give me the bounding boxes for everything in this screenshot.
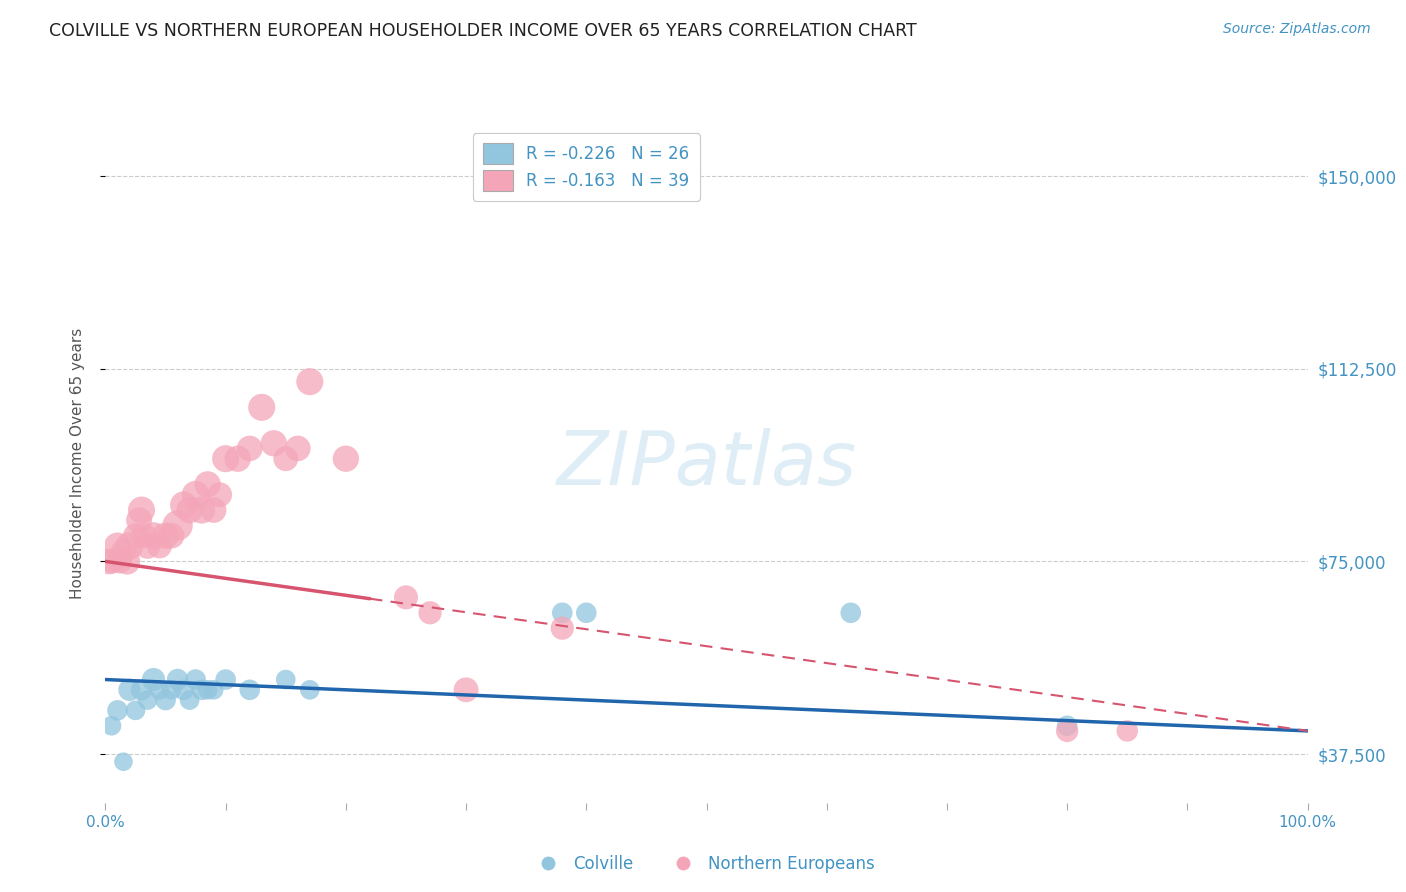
Point (239, 682, 262, 697)
Point (197, 682, 219, 697)
Point (166, 673, 188, 687)
Point (419, 606, 441, 620)
Point (214, 451, 236, 466)
Point (226, 451, 249, 466)
Y-axis label: Householder Income Over 65 years: Householder Income Over 65 years (70, 328, 84, 599)
Point (190, 682, 212, 697)
Point (118, 682, 141, 697)
Point (335, 451, 357, 466)
Point (179, 503, 201, 517)
Point (128, 513, 150, 527)
Point (263, 436, 285, 450)
Point (142, 673, 165, 687)
Point (132, 529, 155, 543)
Point (395, 591, 418, 605)
Legend: R = -0.226   N = 26, R = -0.163   N = 39: R = -0.226 N = 26, R = -0.163 N = 39 (472, 133, 700, 201)
Legend: Colville, Northern Europeans: Colville, Northern Europeans (524, 848, 882, 880)
Point (112, 755, 135, 769)
Point (118, 539, 141, 553)
Point (197, 477, 219, 491)
Point (287, 442, 309, 456)
Point (250, 401, 273, 415)
Point (298, 375, 321, 389)
Point (107, 539, 129, 553)
Point (124, 703, 146, 717)
Point (101, 554, 124, 568)
Point (155, 529, 177, 543)
Point (184, 488, 207, 502)
Point (131, 503, 153, 517)
Text: ZIPatlas: ZIPatlas (557, 428, 856, 500)
Point (179, 693, 201, 707)
Point (100, 719, 122, 733)
Point (160, 529, 183, 543)
Point (184, 673, 207, 687)
Point (1056, 723, 1078, 738)
Point (839, 606, 862, 620)
Point (214, 673, 236, 687)
Point (239, 442, 262, 456)
Point (136, 693, 159, 707)
Point (202, 682, 225, 697)
Point (107, 703, 129, 717)
Point (190, 503, 212, 517)
Point (142, 529, 165, 543)
Point (115, 554, 138, 568)
Point (112, 544, 135, 558)
Point (575, 606, 598, 620)
Point (1116, 723, 1139, 738)
Point (274, 673, 297, 687)
Point (274, 451, 297, 466)
Point (148, 682, 170, 697)
Point (160, 682, 183, 697)
Point (166, 518, 188, 533)
Point (454, 682, 477, 697)
Point (131, 682, 153, 697)
Point (202, 503, 225, 517)
Text: COLVILLE VS NORTHERN EUROPEAN HOUSEHOLDER INCOME OVER 65 YEARS CORRELATION CHART: COLVILLE VS NORTHERN EUROPEAN HOUSEHOLDE… (49, 22, 917, 40)
Point (108, 554, 131, 568)
Point (148, 539, 170, 553)
Point (551, 621, 574, 635)
Point (98, 554, 121, 568)
Text: Source: ZipAtlas.com: Source: ZipAtlas.com (1223, 22, 1371, 37)
Point (124, 529, 146, 543)
Point (208, 488, 231, 502)
Point (298, 682, 321, 697)
Point (173, 498, 195, 512)
Point (173, 682, 195, 697)
Point (551, 606, 574, 620)
Point (136, 539, 159, 553)
Point (155, 693, 177, 707)
Point (1056, 719, 1078, 733)
